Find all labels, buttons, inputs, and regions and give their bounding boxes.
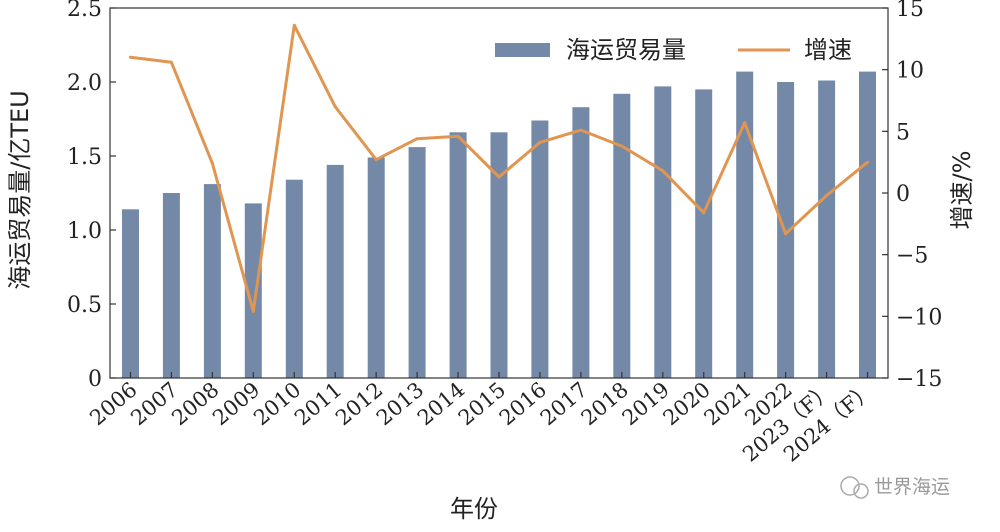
x-tick-label: 2009: [208, 377, 264, 430]
growth-point-2008: [210, 161, 214, 165]
left-tick-label: 1.0: [67, 219, 102, 244]
watermark: 世界海运: [840, 476, 950, 499]
right-tick-label: 15: [896, 0, 924, 22]
growth-point-2015: [497, 175, 501, 179]
bar-2023（F）: [818, 80, 836, 378]
watermark-text: 世界海运: [874, 476, 950, 498]
bar-2014: [449, 132, 467, 378]
bar-2019: [654, 86, 672, 379]
bar-2011: [326, 164, 344, 378]
x-tick-label: 2019: [618, 377, 674, 430]
left-tick-label: 1.5: [67, 145, 102, 170]
growth-point-2011: [333, 105, 337, 109]
x-tick-label: 2020: [659, 377, 715, 430]
wechat-icon-bubble: [853, 483, 869, 499]
left-tick-label: 2.5: [67, 0, 102, 22]
x-tick-label: 2015: [454, 377, 510, 430]
left-tick-label: 0.5: [67, 293, 102, 318]
bar-2015: [490, 132, 508, 378]
left-tick-label: 0: [88, 367, 102, 392]
x-tick-label: 2010: [249, 377, 305, 430]
legend: 海运贸易量 增速: [495, 36, 852, 64]
right-axis-title: 增速/%: [948, 151, 976, 230]
growth-point-2019: [661, 169, 665, 173]
right-tick-label: 0: [896, 182, 910, 207]
wechat-icon: [840, 476, 860, 496]
bar-2013: [408, 147, 426, 378]
x-tick-label: 2007: [126, 377, 182, 430]
x-tick-label: 2008: [167, 377, 223, 430]
x-tick-label: 2011: [290, 377, 346, 430]
growth-point-2022: [784, 232, 788, 236]
bar-2018: [613, 93, 631, 379]
bar-2021: [736, 71, 754, 378]
growth-point-2020: [702, 211, 706, 215]
bar-2020: [695, 89, 713, 379]
legend-line-label: 增速: [804, 36, 852, 64]
left-axis-title: 海运贸易量/亿TEU: [6, 90, 34, 289]
right-tick-label: −10: [896, 305, 942, 330]
bar-2024（F）: [859, 71, 876, 378]
growth-point-2024（F）: [866, 160, 869, 164]
x-axis-title: 年份: [450, 495, 498, 523]
bar-2006: [122, 209, 139, 378]
bar-2008: [203, 184, 221, 378]
growth-point-2017: [579, 128, 583, 132]
line-series: [129, 23, 869, 313]
right-tick-label: 10: [896, 59, 924, 84]
bar-2012: [367, 157, 385, 378]
growth-point-2018: [620, 144, 624, 148]
growth-point-2010: [292, 23, 296, 27]
right-tick-label: −5: [896, 244, 928, 269]
bar-2009: [244, 203, 262, 378]
right-tick-label: 5: [896, 120, 910, 145]
bar-2016: [531, 120, 549, 378]
growth-point-2006: [129, 55, 132, 59]
x-tick-label: 2016: [495, 377, 551, 430]
x-tick-label: 2018: [577, 377, 633, 430]
growth-point-2007: [169, 60, 173, 64]
growth-point-2023（F）: [825, 194, 829, 197]
bar-2010: [285, 179, 303, 378]
x-axis: 2006200720082009201020112012201320142015…: [85, 372, 879, 467]
bar-2007: [162, 193, 180, 378]
growth-point-2016: [538, 140, 542, 144]
bar-series: [122, 71, 876, 379]
x-tick-label: 2013: [372, 377, 428, 430]
growth-point-2009: [251, 309, 255, 313]
growth-point-2013: [415, 137, 419, 141]
right-tick-label: −15: [896, 367, 942, 392]
right-axis: −15 −10 −5 0 5 10 15: [882, 0, 942, 392]
x-tick-label: 2021: [700, 377, 756, 430]
x-tick-label: 2012: [331, 377, 387, 430]
legend-bar-swatch: [495, 43, 550, 57]
x-tick-label: 2014: [413, 377, 469, 430]
x-tick-label: 2017: [536, 377, 592, 430]
legend-bar-label: 海运贸易量: [566, 36, 686, 64]
growth-point-2014: [456, 134, 460, 138]
bar-2017: [572, 107, 590, 378]
left-axis: 0 0.5 1.0 1.5 2.0 2.5: [67, 0, 116, 392]
growth-point-2021: [743, 121, 747, 125]
growth-point-2012: [374, 158, 378, 162]
left-tick-label: 2.0: [67, 71, 102, 96]
